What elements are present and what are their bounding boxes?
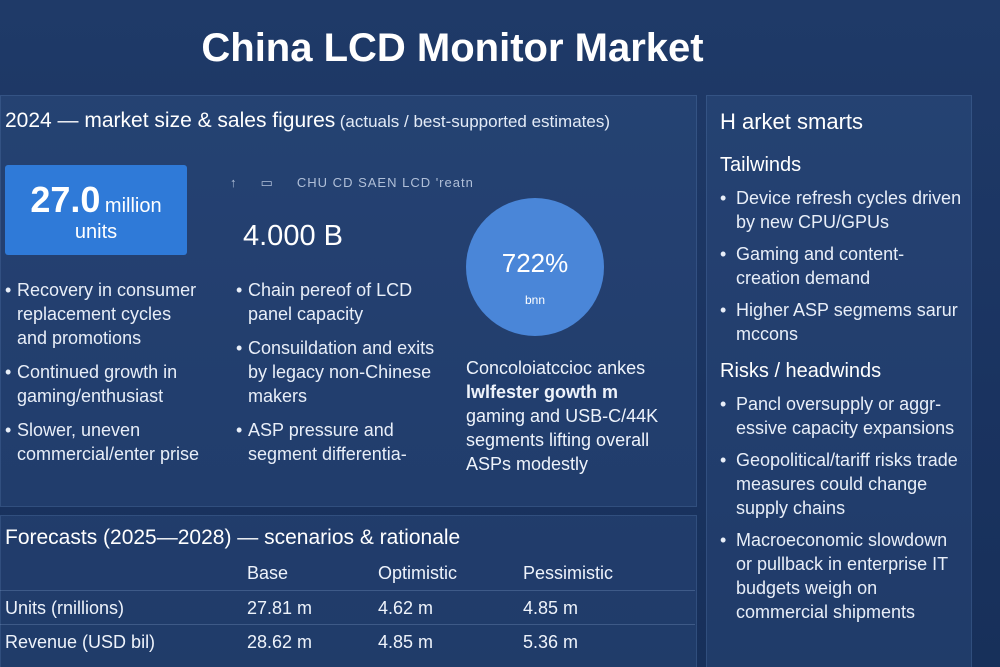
revenue-value: 4.000 B (243, 220, 343, 252)
text-lead: Concoloiatccioc ankes (466, 358, 646, 378)
sidebar-heading: H arket smarts (720, 109, 864, 134)
text-rest: gaming and USB-C/44K segments lifting ov… (466, 406, 659, 474)
bullet: Geopolitical/tariff risks trade measures… (720, 448, 965, 520)
table-cell: 4.85 m (523, 598, 579, 618)
bullet: Macroeconomic slowdown or pullback in en… (720, 528, 965, 624)
bullet: Pancl oversupply or aggr-essive capacity… (720, 392, 965, 440)
units-unit: million (104, 195, 162, 217)
circle-label: bnn (524, 293, 546, 307)
bullet: Recovery in consumer replacement cycles … (5, 278, 205, 350)
bullet-list: Recovery in consumer replacement cycles … (5, 278, 205, 476)
column-header: Pessimistic (523, 563, 614, 583)
bullet: ASP pressure and segment differentia- (236, 418, 446, 466)
table-cell: 4.62 m (378, 598, 434, 618)
column-caption: ↑ ▭ CHU CD SAEN LCD 'reatn (230, 175, 474, 190)
bullet-list: Device refresh cycles driven by new CPU/… (720, 186, 965, 354)
text-bold: lwlfester gowth m (466, 382, 619, 402)
bullet: Chain pereof of LCD panel capacity (236, 278, 446, 326)
units-value: 27.0 (30, 179, 101, 220)
circle-value: 722% (501, 248, 569, 278)
bullet: Device refresh cycles driven by new CPU/… (720, 186, 965, 234)
table-cell: Revenue (USD bil) (5, 632, 156, 652)
forecast-panel (0, 515, 697, 667)
bullet-list: Chain pereof of LCD panel capacity Consui… (236, 278, 446, 476)
table-cell: 4.85 m (378, 632, 434, 652)
column-header: Base (247, 563, 289, 583)
table-cell: 27.81 m (247, 598, 313, 618)
bullet: Consuildation and exits by legacy non-Ch… (236, 336, 446, 408)
units-label: units (74, 221, 118, 243)
row-divider (0, 624, 695, 625)
table-cell: 28.62 m (247, 632, 313, 652)
growth-circle: 722% bnn (466, 198, 604, 336)
heading-text: 2024 — market size & sales figures (5, 109, 336, 132)
risks-heading: Risks / headwinds (720, 360, 882, 382)
forecast-heading: Forecasts (2025—2028) — scenarios & rati… (5, 526, 461, 549)
bullet: Gaming and content-creation demand (720, 242, 965, 290)
caption-text: CHU CD SAEN LCD 'reatn (296, 175, 474, 190)
column-text: Concoloiatccioc ankes lwlfester gowth m … (466, 356, 686, 476)
bullet: Continued growth in gaming/enthusiast (5, 360, 205, 408)
tailwinds-heading: Tailwinds (720, 154, 802, 176)
table-cell: Units (rnillions) (5, 598, 125, 618)
bullet-list: Pancl oversupply or aggr-essive capacity… (720, 392, 965, 632)
column-header: Optimistic (378, 563, 458, 583)
bullet: Higher ASP segmems sarur mccons (720, 298, 965, 346)
section-heading: 2024 — market size & sales figures (actu… (5, 109, 610, 133)
bullet: Slower, uneven commercial/enter prise (5, 418, 205, 466)
row-divider (0, 590, 695, 591)
heading-note: (actuals / best-supported estimates) (339, 112, 610, 131)
table-cell: 5.36 m (523, 632, 579, 652)
units-card: 27.0 million units (5, 165, 187, 255)
title: China LCD Monitor Market (201, 26, 704, 70)
